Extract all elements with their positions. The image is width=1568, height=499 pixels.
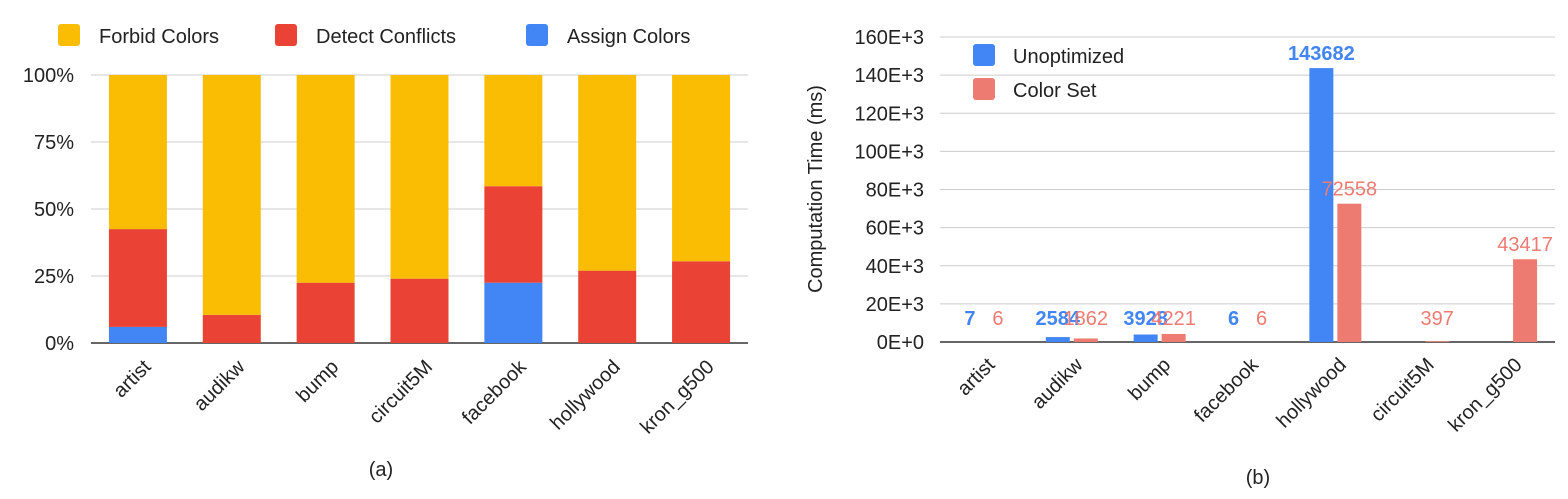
- legend-label: Detect Conflicts: [316, 26, 456, 48]
- bar-color-set: [1513, 259, 1538, 342]
- x-tick-label: audikw: [190, 356, 250, 416]
- y-tick-label: 40E+3: [866, 256, 924, 278]
- bar-forbid-colors: [108, 75, 167, 230]
- x-tick-label: bump: [1124, 354, 1175, 405]
- legend-label: Assign Colors: [567, 26, 690, 48]
- caption-b: (b): [1246, 467, 1270, 489]
- bar-color-set: [1425, 341, 1450, 342]
- legend-swatch: [58, 24, 80, 46]
- legend-swatch: [973, 44, 995, 66]
- chart-a-stacked-percent: 0% 25% 50% 75% 100% artist audikw bump circuit5M…: [23, 24, 748, 438]
- y-tick-label: 50%: [34, 199, 74, 221]
- y-axis-title: Computation Time (ms): [805, 85, 827, 293]
- y-tick-label: 60E+3: [866, 218, 924, 240]
- bar-detect-conflicts: [108, 229, 167, 327]
- bar-forbid-colors: [672, 75, 731, 262]
- bar-forbid-colors: [296, 75, 355, 283]
- data-label: 3928: [1123, 308, 1168, 330]
- legend-label: Unoptimized: [1013, 46, 1124, 68]
- y-tick-label: 0%: [45, 333, 74, 355]
- bar-detect-conflicts: [578, 270, 637, 343]
- y-tick-label: 0E+0: [877, 332, 924, 354]
- x-tick-label: kron_g500: [1444, 354, 1526, 436]
- bar-color-set: [1161, 333, 1186, 342]
- x-tick-label: circuit5M: [365, 356, 437, 428]
- y-tick-label: 75%: [34, 132, 74, 154]
- data-label: 6: [1228, 308, 1239, 330]
- bar-detect-conflicts: [484, 186, 543, 283]
- bar-forbid-colors: [390, 75, 449, 279]
- bar-detect-conflicts: [672, 261, 731, 343]
- y-tick-label: 100E+3: [854, 141, 924, 163]
- bar-unoptimized: [1045, 337, 1070, 342]
- bar-assign-colors: [108, 326, 167, 343]
- bar-color-set: [1337, 203, 1362, 342]
- x-tick-label: artist: [109, 356, 156, 403]
- y-tick-label: 80E+3: [866, 180, 924, 202]
- bar-forbid-colors: [202, 75, 261, 315]
- bar-unoptimized: [1133, 334, 1158, 342]
- bar-forbid-colors: [578, 75, 637, 271]
- y-tick-label: 160E+3: [854, 27, 924, 49]
- x-tick-label: bump: [292, 356, 343, 407]
- y-tick-label: 25%: [34, 266, 74, 288]
- legend-label: Forbid Colors: [99, 26, 219, 48]
- data-label: 43417: [1497, 234, 1553, 256]
- y-tick-label: 120E+3: [854, 103, 924, 125]
- x-tick-label: audikw: [1028, 354, 1088, 414]
- bar-detect-conflicts: [202, 314, 261, 343]
- bar-forbid-colors: [484, 75, 543, 187]
- data-label: 143682: [1288, 43, 1355, 65]
- legend-label: Color Set: [1013, 80, 1097, 102]
- data-label: 397: [1421, 308, 1454, 330]
- x-tick-label: facebook: [1190, 353, 1264, 427]
- bar-color-set: [1073, 338, 1098, 342]
- chart-b-computation-time: 0E+0 20E+3 40E+3 60E+3 80E+3 100E+3 120E+3 140E…: [805, 27, 1555, 436]
- y-tick-label: 100%: [23, 65, 74, 87]
- legend-swatch: [275, 24, 297, 46]
- legend-swatch: [526, 24, 548, 46]
- data-label: 1862: [1064, 308, 1109, 330]
- caption-a: (a): [369, 459, 393, 481]
- data-label: 6: [1256, 308, 1267, 330]
- bar-unoptimized: [1309, 68, 1334, 342]
- x-tick-label: artist: [953, 354, 1000, 401]
- data-label: 2584: [1036, 308, 1081, 330]
- bar-detect-conflicts: [296, 282, 355, 343]
- legend-swatch: [973, 78, 995, 100]
- data-label: 4221: [1151, 308, 1196, 330]
- x-tick-label: facebook: [458, 355, 532, 429]
- y-tick-label: 140E+3: [854, 65, 924, 87]
- x-tick-label: hollywood: [546, 356, 624, 434]
- bar-assign-colors: [484, 282, 543, 343]
- data-label: 72558: [1322, 179, 1378, 201]
- x-tick-label: kron_g500: [636, 356, 718, 438]
- bar-detect-conflicts: [390, 278, 449, 343]
- data-label: 7: [964, 308, 975, 330]
- y-tick-label: 20E+3: [866, 294, 924, 316]
- data-label: 6: [992, 308, 1003, 330]
- x-tick-label: circuit5M: [1367, 354, 1439, 426]
- x-tick-label: hollywood: [1272, 354, 1350, 432]
